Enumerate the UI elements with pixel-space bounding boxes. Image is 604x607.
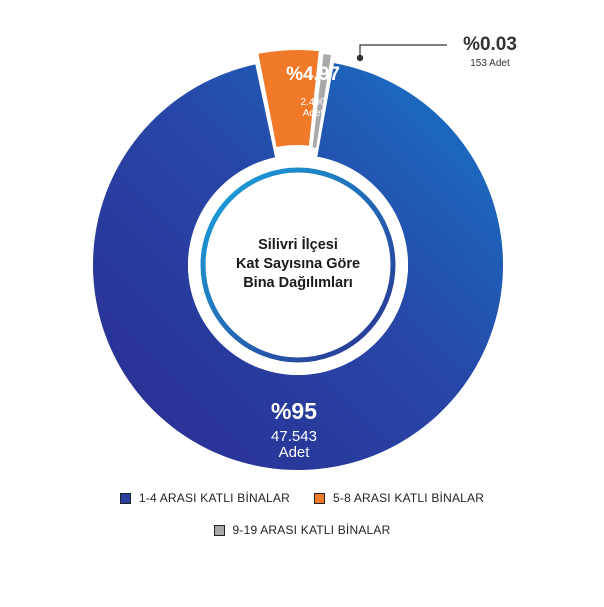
slice-9-19	[311, 52, 333, 150]
label-unit-5-8: Adet	[303, 108, 324, 119]
legend-item-9-19: 9-19 ARASI KATLI BİNALAR	[213, 523, 391, 537]
center-title-line-3: Bina Dağılımları	[243, 275, 353, 291]
leader-dot-9-19	[356, 54, 364, 62]
legend-swatch-5-8	[314, 492, 325, 504]
legend-row-2: 9-19 ARASI KATLI BİNALAR	[0, 523, 604, 537]
legend-swatch-1-4	[119, 492, 131, 504]
label-count-9-19: 153 Adet	[470, 58, 510, 69]
center-hole	[188, 155, 408, 375]
leader-line-9-19	[359, 44, 447, 58]
legend-item-5-8: 5-8 ARASI KATLI BİNALAR	[314, 491, 484, 505]
center-title-line-2: Kat Sayısına Göre	[236, 256, 360, 272]
label-percent-1-4: %95	[271, 398, 317, 424]
center-title-line-1: Silivri İlçesi	[258, 236, 338, 253]
center-ring	[200, 167, 396, 363]
slices-group	[92, 50, 504, 470]
legend-row-1: 1-4 ARASI KATLI BİNALAR 5-8 ARASI KATLI …	[0, 491, 604, 505]
label-percent-9-19: %0.03	[463, 34, 517, 55]
label-count-5-8: 2.400	[300, 97, 325, 108]
legend-swatch-9-19	[213, 524, 225, 536]
slice-5-8	[258, 50, 319, 148]
label-percent-5-8: %4.97	[286, 64, 340, 85]
slice-1-4	[92, 63, 504, 470]
legend-item-1-4: 1-4 ARASI KATLI BİNALAR	[119, 491, 290, 505]
label-unit-1-4: Adet	[279, 444, 311, 461]
label-count-1-4: 47.543	[271, 428, 317, 445]
legend-label-9-19: 9-19 ARASI KATLI BİNALAR	[232, 523, 391, 537]
legend-label-1-4: 1-4 ARASI KATLI BİNALAR	[138, 491, 290, 505]
legend-label-5-8: 5-8 ARASI KATLI BİNALAR	[333, 491, 485, 505]
